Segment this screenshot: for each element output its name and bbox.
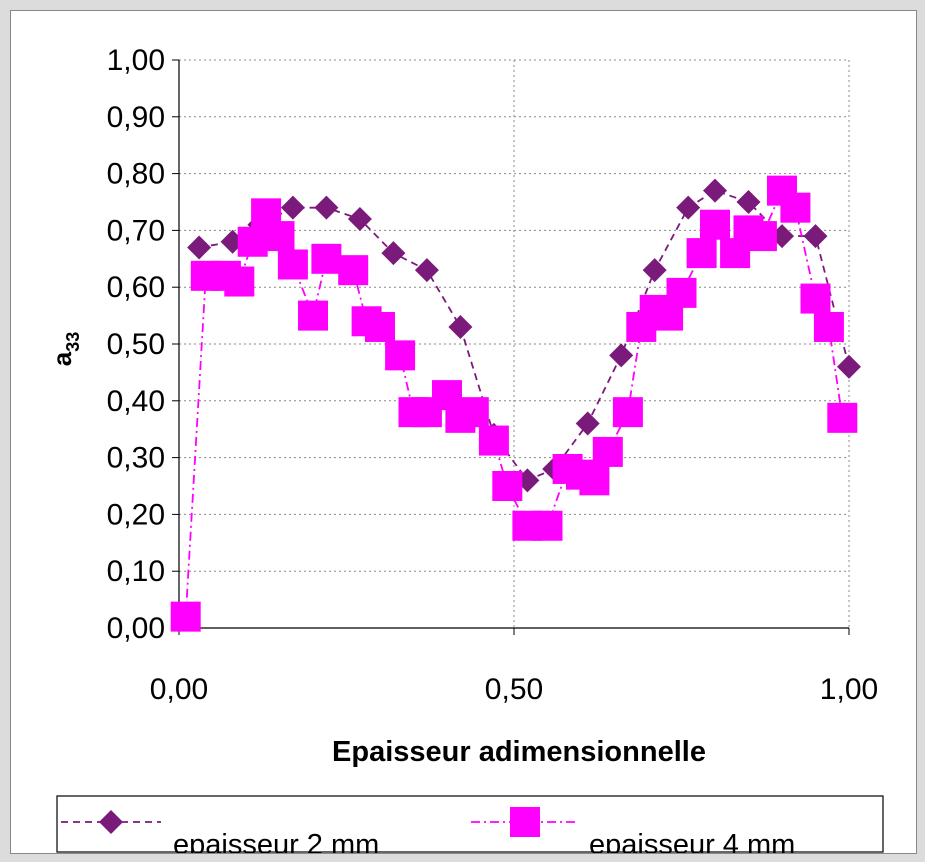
data-point xyxy=(414,258,439,283)
data-point xyxy=(458,397,489,428)
y-tick-label: 0,20 xyxy=(107,498,165,531)
chart-frame: 0,00 0,10 0,20 0,30 0,40 0,50 0,60 0,70 0,80 0,90… xyxy=(10,10,917,854)
data-point xyxy=(277,249,308,280)
data-point xyxy=(800,283,831,314)
y-tick-label: 0,00 xyxy=(107,612,165,645)
data-point xyxy=(736,190,761,214)
data-point xyxy=(746,221,777,252)
legend: epaisseur 2 mm epaisseur 4 mm xyxy=(56,795,884,853)
legend-marker xyxy=(99,810,123,834)
legend-label: epaisseur 4 mm xyxy=(589,829,795,853)
data-point xyxy=(575,411,600,436)
data-point xyxy=(813,311,844,342)
x-axis-label: Epaisseur adimensionnelle xyxy=(332,736,706,768)
data-point xyxy=(703,178,727,203)
y-tick-label: 0,50 xyxy=(107,328,165,361)
data-point xyxy=(612,397,643,428)
data-point xyxy=(478,425,509,456)
y-axis-label: a33 xyxy=(47,332,83,367)
x-tick-label: 0,50 xyxy=(485,673,543,706)
y-tick-label: 0,10 xyxy=(107,555,165,588)
y-tick-label: 0,90 xyxy=(107,101,165,134)
data-point xyxy=(298,300,328,331)
data-point xyxy=(780,192,811,223)
data-point xyxy=(676,195,701,220)
y-tick-label: 1,00 xyxy=(107,44,165,77)
data-point xyxy=(187,235,212,260)
data-point xyxy=(666,277,697,308)
chart-svg: 0,00 0,10 0,20 0,30 0,40 0,50 0,60 0,70 0,80 0,90… xyxy=(47,44,884,853)
data-point xyxy=(686,238,717,269)
data-point xyxy=(532,510,563,541)
x-tick-label: 1,00 xyxy=(820,673,878,706)
y-axis-label-sub: 33 xyxy=(63,332,83,352)
data-point xyxy=(837,354,861,379)
data-point xyxy=(264,221,295,252)
legend-marker xyxy=(510,807,540,837)
y-tick-label: 0,60 xyxy=(107,271,165,304)
data-point xyxy=(311,243,342,274)
data-point xyxy=(700,209,730,240)
legend-label: epaisseur 2 mm xyxy=(173,829,379,853)
data-point xyxy=(280,195,305,220)
x-tick-label: 0,00 xyxy=(150,673,208,706)
series-layer xyxy=(170,175,861,632)
data-point xyxy=(827,402,858,433)
data-point xyxy=(448,314,473,339)
data-point xyxy=(385,340,416,371)
data-point xyxy=(492,471,523,501)
y-tick-label: 0,40 xyxy=(107,385,165,418)
y-tick-label: 0,80 xyxy=(107,158,165,191)
data-point xyxy=(642,258,667,283)
data-point xyxy=(224,266,255,297)
data-point xyxy=(609,343,634,368)
data-point xyxy=(365,311,395,342)
data-point xyxy=(579,465,610,496)
series-2 xyxy=(170,175,858,632)
data-point xyxy=(338,255,369,286)
data-point xyxy=(592,436,623,467)
axes: 0,00 0,10 0,20 0,30 0,40 0,50 0,60 0,70 0,80 0,90… xyxy=(107,44,879,706)
data-point xyxy=(237,226,268,257)
data-point xyxy=(170,601,201,632)
y-tick-label: 0,70 xyxy=(107,214,165,247)
data-point xyxy=(381,241,406,266)
y-tick-label: 0,30 xyxy=(107,442,165,475)
grid-lines xyxy=(179,59,850,628)
data-point xyxy=(347,207,372,232)
data-point xyxy=(803,224,828,249)
data-point xyxy=(314,195,339,220)
legend-box xyxy=(56,795,884,853)
y-axis-label-main: a xyxy=(47,351,77,366)
